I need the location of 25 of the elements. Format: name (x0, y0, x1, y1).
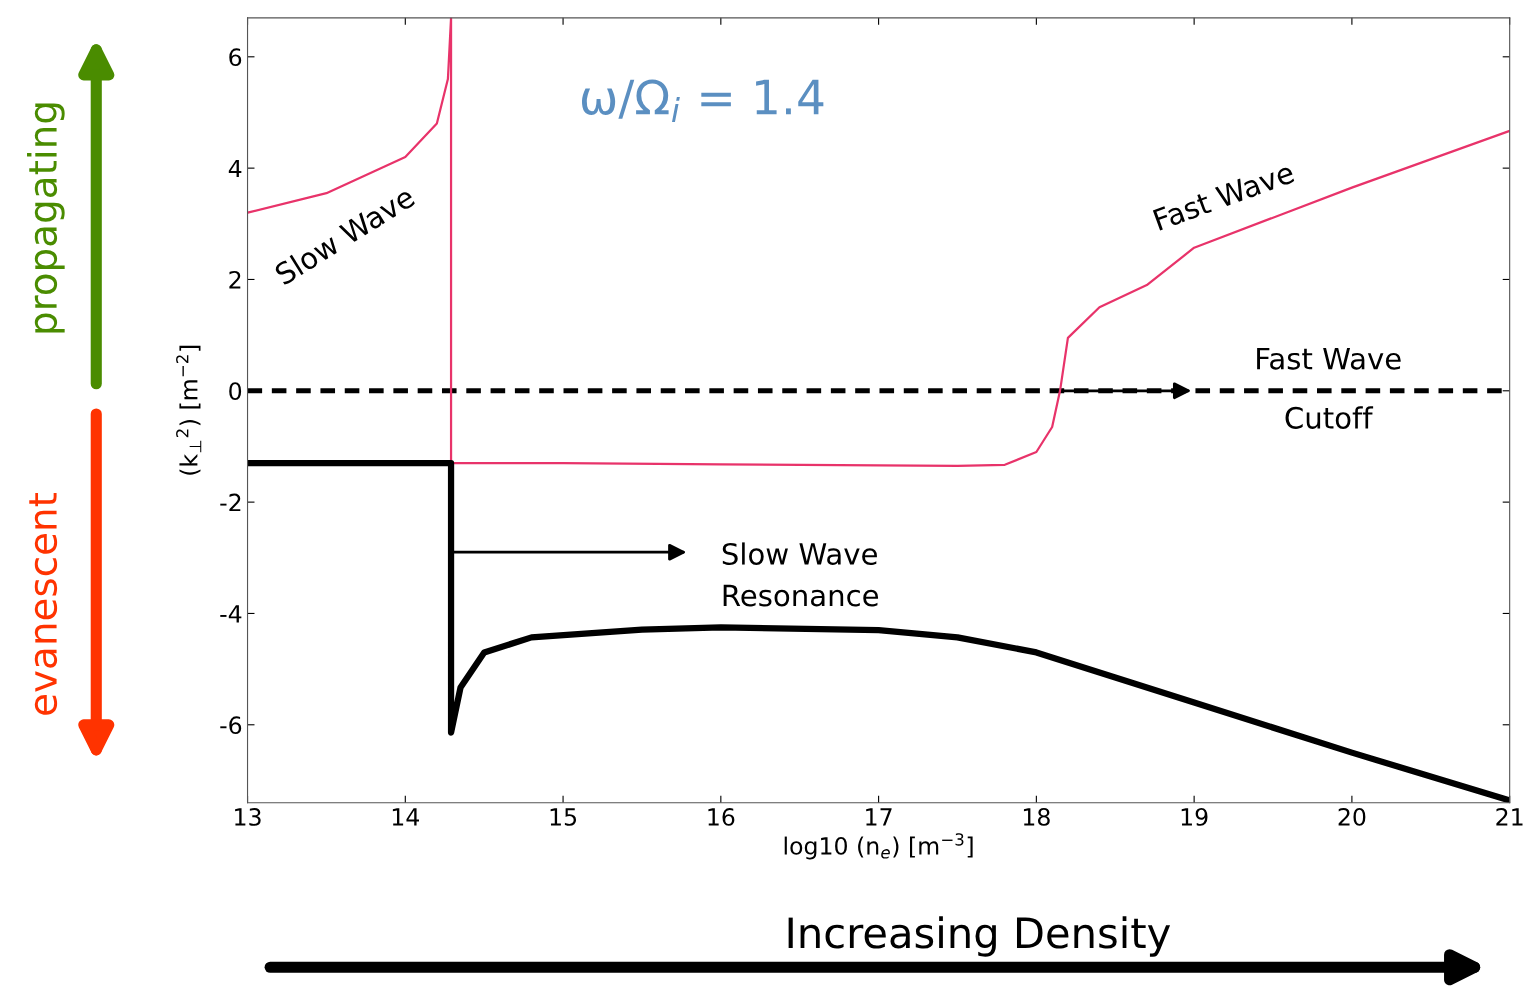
x-tick-label: 19 (1181, 807, 1208, 826)
x-axis-title: log10 (n$_{e}$) [m$^{−3}$] (784, 833, 973, 860)
x-tick-label: 16 (708, 807, 735, 826)
text: evanescent (29, 493, 58, 715)
text: propagating (27, 103, 65, 333)
text: Fast Wave Cutoff (1257, 347, 1401, 429)
y-tick-label: 6 (229, 48, 242, 67)
text: Increasing Density (788, 916, 1171, 957)
y-tick-label: -6 (220, 716, 242, 735)
y-tick-label: 0 (229, 382, 242, 401)
y-tick-label: 4 (228, 159, 242, 178)
y-axis-title: (k$_{⊥}$$^{2}$) [m$^{−2}$] (176, 345, 202, 475)
x-tick-label: 20 (1338, 807, 1366, 826)
y-tick-label: -2 (220, 493, 241, 512)
x-tick-label: 15 (550, 808, 577, 826)
annotation: ω/Ω$_{i}$ = 1.4 (581, 79, 824, 123)
annotation: Slow Wave Resonance (722, 542, 879, 607)
x-tick-label: 18 (1023, 807, 1050, 826)
x-tick-label: 21 (1496, 807, 1523, 826)
y-tick-label: -4 (220, 605, 242, 623)
x-tick-label: 14 (392, 808, 419, 826)
y-tick-label: 2 (229, 270, 241, 289)
x-tick-label: 13 (235, 807, 261, 826)
x-tick-label: 17 (866, 808, 892, 826)
annotation: Fast Wave (1152, 161, 1296, 231)
